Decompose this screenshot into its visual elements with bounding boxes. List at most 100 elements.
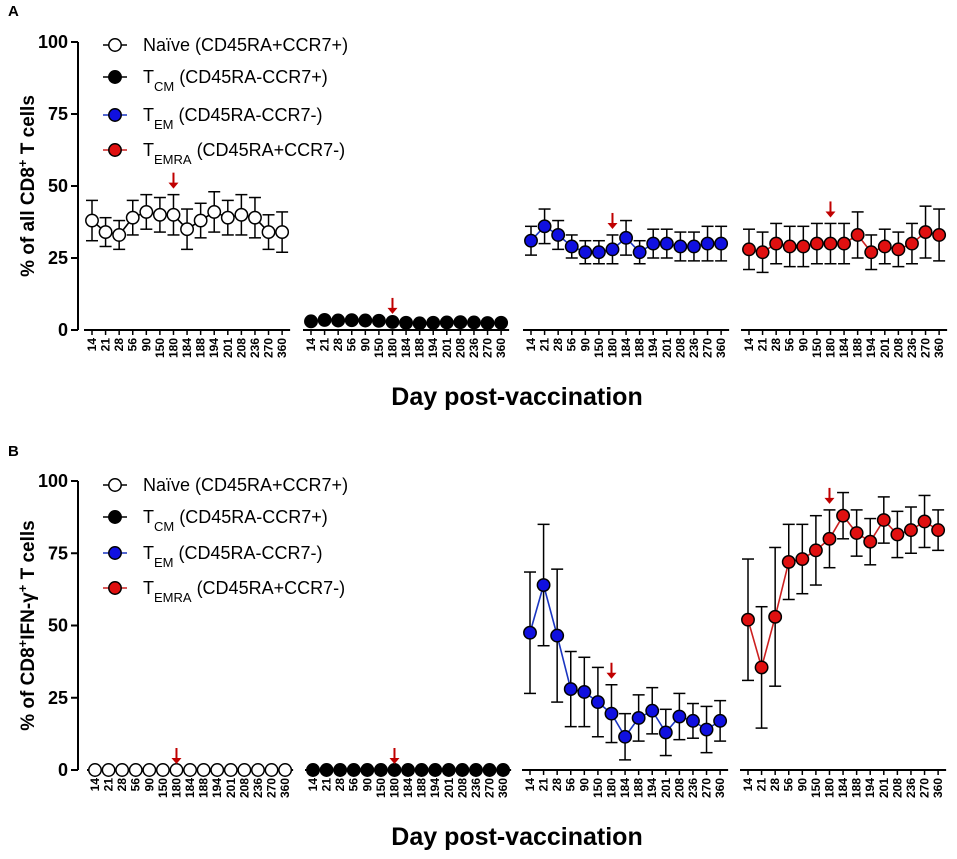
- legend-sub: EM: [154, 555, 174, 570]
- data-point: [713, 713, 728, 728]
- data-point: [319, 763, 334, 777]
- data-point: [687, 239, 701, 254]
- legend-sub: EMRA: [154, 590, 192, 605]
- data-point: [823, 236, 838, 251]
- marker-arrow-head: [824, 497, 835, 504]
- data-point: [112, 228, 127, 242]
- x-tick-label: 360: [275, 338, 289, 358]
- data-point: [782, 239, 797, 254]
- data-point: [223, 763, 238, 777]
- x-tick-label: 270: [481, 338, 495, 358]
- y-axis-label-part: T cells: [18, 95, 39, 159]
- x-tick-label: 150: [372, 338, 386, 358]
- x-tick-label: 180: [387, 778, 401, 798]
- x-tick-label: 184: [619, 338, 633, 358]
- x-tick-label: 360: [496, 778, 510, 798]
- x-tick-label: 28: [550, 778, 564, 792]
- legend-label: Naïve (CD45RA+CCR7+): [143, 475, 348, 495]
- y-tick-label: 75: [48, 104, 68, 124]
- data-point: [876, 513, 891, 527]
- x-tick-label: 150: [591, 778, 605, 798]
- data-point: [101, 763, 116, 777]
- data-point: [183, 763, 198, 777]
- legend-main: T: [143, 507, 154, 527]
- data-point: [890, 527, 905, 542]
- x-tick-label: 194: [863, 778, 877, 798]
- x-tick-label: 360: [714, 338, 728, 358]
- data-point: [196, 763, 211, 777]
- x-tick-label: 184: [618, 778, 632, 798]
- x-tick-label: 184: [399, 338, 413, 358]
- x-tick-label: 270: [918, 778, 932, 798]
- x-tick-label: 208: [891, 338, 905, 358]
- data-point: [932, 228, 947, 242]
- data-point: [317, 312, 332, 327]
- x-tick-label: 56: [126, 338, 140, 352]
- data-point: [139, 204, 154, 219]
- data-point: [441, 763, 456, 777]
- data-point: [152, 207, 167, 222]
- data-point: [248, 210, 262, 225]
- x-tick-label: 208: [453, 338, 467, 358]
- legend-sub: EM: [154, 117, 174, 132]
- data-point: [877, 239, 892, 254]
- y-tick-label: 100: [38, 32, 68, 52]
- x-tick-label: 14: [88, 778, 102, 792]
- x-tick-label: 90: [139, 338, 153, 352]
- x-tick-label: 270: [262, 338, 276, 358]
- x-tick-label: 188: [197, 778, 211, 798]
- data-point: [809, 236, 824, 251]
- legend-marker: [108, 510, 122, 524]
- x-tick-label: 150: [153, 338, 167, 358]
- x-tick-label: 14: [306, 778, 320, 792]
- x-tick-label: 208: [673, 338, 687, 358]
- x-tick-label: 150: [809, 778, 823, 798]
- x-tick-label: 180: [604, 778, 618, 798]
- x-tick-label: 236: [248, 338, 262, 358]
- x-tick-label: 21: [318, 338, 332, 352]
- x-tick-label: 270: [919, 338, 933, 358]
- x-tick-label: 201: [224, 778, 238, 798]
- legend-main: T: [143, 578, 154, 598]
- legend-rest: (CD45RA-CCR7-): [174, 105, 323, 125]
- data-point: [631, 711, 646, 725]
- x-tick-label: 194: [645, 778, 659, 798]
- marker-arrow-head: [607, 222, 618, 229]
- legend-sub: CM: [154, 79, 174, 94]
- series-group: 14 21 28 56 90 150 180 184 188 194 201 208 236 270 360: [523, 208, 730, 358]
- x-tick-label: 208: [890, 778, 904, 798]
- y-axis-label: % of all CD8+ T cells: [15, 95, 40, 277]
- y-tick-label: 0: [58, 760, 68, 780]
- x-tick-label: 188: [415, 778, 429, 798]
- x-tick-label: 21: [99, 338, 113, 352]
- y-axis-label-part: T cells: [18, 520, 39, 584]
- data-point: [550, 628, 565, 643]
- data-point: [125, 210, 140, 225]
- x-tick-label: 14: [524, 338, 538, 352]
- data-point: [494, 315, 509, 330]
- x-tick-label: 14: [523, 778, 537, 792]
- x-tick-label: 56: [129, 778, 143, 792]
- data-point: [672, 709, 687, 724]
- legend-rest: (CD45RA-CCR7+): [174, 67, 328, 87]
- data-point: [754, 660, 769, 675]
- data-point: [155, 763, 170, 777]
- series-group: 14 21 28 56 90 150 180 184 188 194 201 208 236 270 360: [305, 748, 512, 798]
- x-tick-label: 208: [234, 338, 248, 358]
- x-tick-label: 56: [783, 338, 797, 352]
- legend-main: T: [143, 105, 154, 125]
- x-tick-label: 208: [672, 778, 686, 798]
- data-point: [796, 239, 811, 254]
- data-point: [480, 316, 495, 331]
- data-point: [781, 554, 796, 569]
- x-tick-label: 14: [742, 338, 756, 352]
- data-point: [373, 763, 388, 777]
- x-tick-label: 201: [877, 778, 891, 798]
- x-tick-label: 360: [713, 778, 727, 798]
- x-tick-label: 90: [360, 778, 374, 792]
- x-tick-label: 270: [483, 778, 497, 798]
- data-point: [591, 245, 606, 260]
- data-point: [699, 722, 714, 737]
- data-point: [193, 213, 208, 228]
